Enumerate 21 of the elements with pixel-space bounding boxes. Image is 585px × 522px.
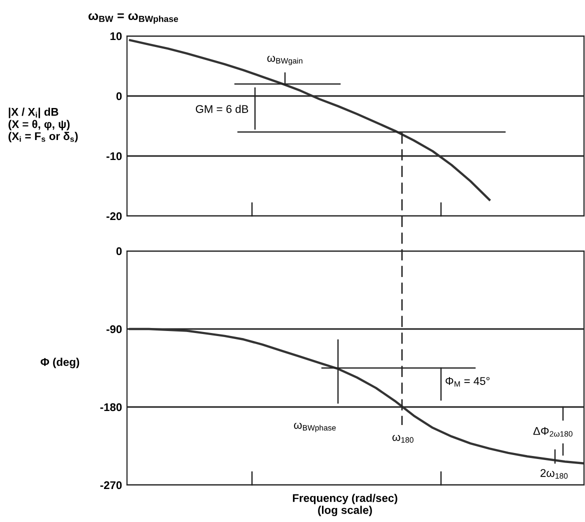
annotation: ω$_{180}$	[392, 434, 414, 443]
chart-title: ω$_{BW}$ = ω$_{BWphase}$	[88, 13, 178, 24]
annotation: GM = 6 dB	[196, 104, 248, 113]
y-tick-label: -20	[106, 212, 122, 220]
x-axis-title: Frequency (rad/sec) (log scale)	[292, 494, 398, 516]
annotation: Φ$_{M}$ = 45°	[446, 377, 490, 387]
y-tick-label: 10	[110, 32, 122, 40]
annotation: ω$_{BWgain}$	[267, 56, 302, 66]
y-tick-label: -10	[106, 152, 122, 160]
annotation: ΔΦ$_{2ω180}$	[533, 427, 572, 437]
annotation: ω$_{BWphase}$	[294, 422, 336, 432]
line-series	[128, 39, 491, 201]
text: |X / X$_{i}$| dB (X = θ, φ, ψ) (X$_{i}$ = F$_{s}$ or δ$_{s}$)	[8, 108, 78, 142]
line-series	[128, 328, 584, 464]
y-tick-label: 0	[116, 92, 122, 100]
y-tick-label: -180	[100, 403, 122, 412]
y-axis-title: Φ (deg)	[40, 358, 80, 368]
y-tick-label: 0	[116, 247, 122, 256]
y-tick-label: -90	[106, 325, 122, 334]
y-tick-label: -270	[100, 481, 122, 490]
annotation: 2ω$_{180}$	[540, 469, 568, 479]
